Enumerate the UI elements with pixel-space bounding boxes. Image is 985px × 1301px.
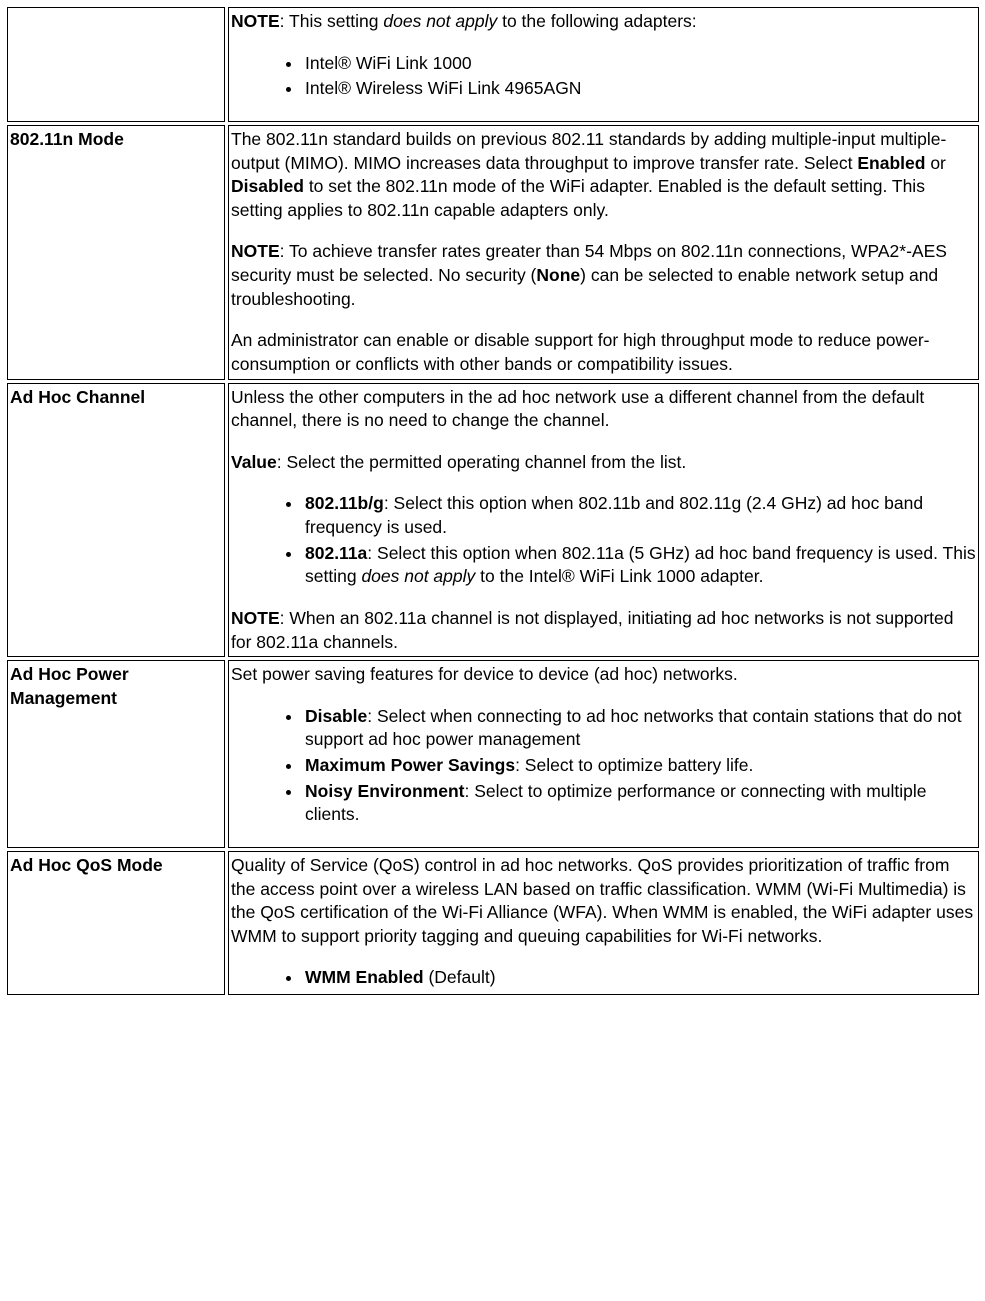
note-label: NOTE [231,11,280,31]
text-bold: Maximum Power Savings [305,755,515,775]
setting-desc-cell: NOTE: This setting does not apply to the… [228,7,979,122]
text: : Select the permitted operating channel… [277,452,687,472]
text: : This setting [280,11,384,31]
list-item: Maximum Power Savings: Select to optimiz… [303,754,976,778]
text: to set the 802.11n mode of the WiFi adap… [231,176,925,220]
value-list: 802.11b/g: Select this option when 802.1… [231,492,976,589]
text-bold: None [536,265,580,285]
options-list: Disable: Select when connecting to ad ho… [231,705,976,827]
table-row: 802.11n Mode The 802.11n standard builds… [7,125,979,380]
options-list: WMM Enabled (Default) [231,966,976,990]
table-row: Ad Hoc QoS Mode Quality of Service (QoS)… [7,851,979,995]
setting-name-cell: Ad Hoc QoS Mode [7,851,225,995]
text: : Select this option when 802.11b and 80… [305,493,923,537]
list-item: WMM Enabled (Default) [303,966,976,990]
text-em: does not apply [361,566,475,586]
note-label: NOTE [231,241,280,261]
setting-desc-cell: Unless the other computers in the ad hoc… [228,383,979,658]
table-row: NOTE: This setting does not apply to the… [7,7,979,122]
text: (Default) [424,967,496,987]
setting-desc-cell: Set power saving features for device to … [228,660,979,848]
text: : Select when connecting to ad hoc netwo… [305,706,962,750]
list-item: 802.11a: Select this option when 802.11a… [303,542,976,589]
text-em: does not apply [383,11,497,31]
text: Quality of Service (QoS) control in ad h… [231,854,976,949]
text-bold: Noisy Environment [305,781,464,801]
text-bold: 802.11b/g [305,493,384,513]
text: An administrator can enable or disable s… [231,329,976,376]
table-row: Ad Hoc Power Management Set power saving… [7,660,979,848]
text-bold: Disabled [231,176,304,196]
setting-name-cell: 802.11n Mode [7,125,225,380]
text: to the Intel® WiFi Link 1000 adapter. [475,566,763,586]
adapter-list: Intel® WiFi Link 1000 Intel® Wireless Wi… [231,52,976,101]
setting-name-cell [7,7,225,122]
text: to the following adapters: [497,11,696,31]
list-item: Noisy Environment: Select to optimize pe… [303,780,976,827]
text-bold: Value [231,452,277,472]
text: : When an 802.11a channel is not display… [231,608,953,652]
text: The 802.11n standard builds on previous … [231,129,946,173]
list-item: Intel® Wireless WiFi Link 4965AGN [303,77,976,101]
setting-name-cell: Ad Hoc Channel [7,383,225,658]
text: Unless the other computers in the ad hoc… [231,386,976,433]
text-bold: Enabled [857,153,925,173]
table-row: Ad Hoc Channel Unless the other computer… [7,383,979,658]
text: or [925,153,945,173]
note-label: NOTE [231,608,280,628]
text: : Select to optimize battery life. [515,755,753,775]
setting-name-cell: Ad Hoc Power Management [7,660,225,848]
text-bold: WMM Enabled [305,967,424,987]
settings-table: NOTE: This setting does not apply to the… [4,4,982,998]
list-item: 802.11b/g: Select this option when 802.1… [303,492,976,539]
list-item: Disable: Select when connecting to ad ho… [303,705,976,752]
text-bold: Disable [305,706,367,726]
setting-desc-cell: The 802.11n standard builds on previous … [228,125,979,380]
setting-desc-cell: Quality of Service (QoS) control in ad h… [228,851,979,995]
list-item: Intel® WiFi Link 1000 [303,52,976,76]
text-bold: 802.11a [305,543,367,563]
text: Set power saving features for device to … [231,663,976,687]
